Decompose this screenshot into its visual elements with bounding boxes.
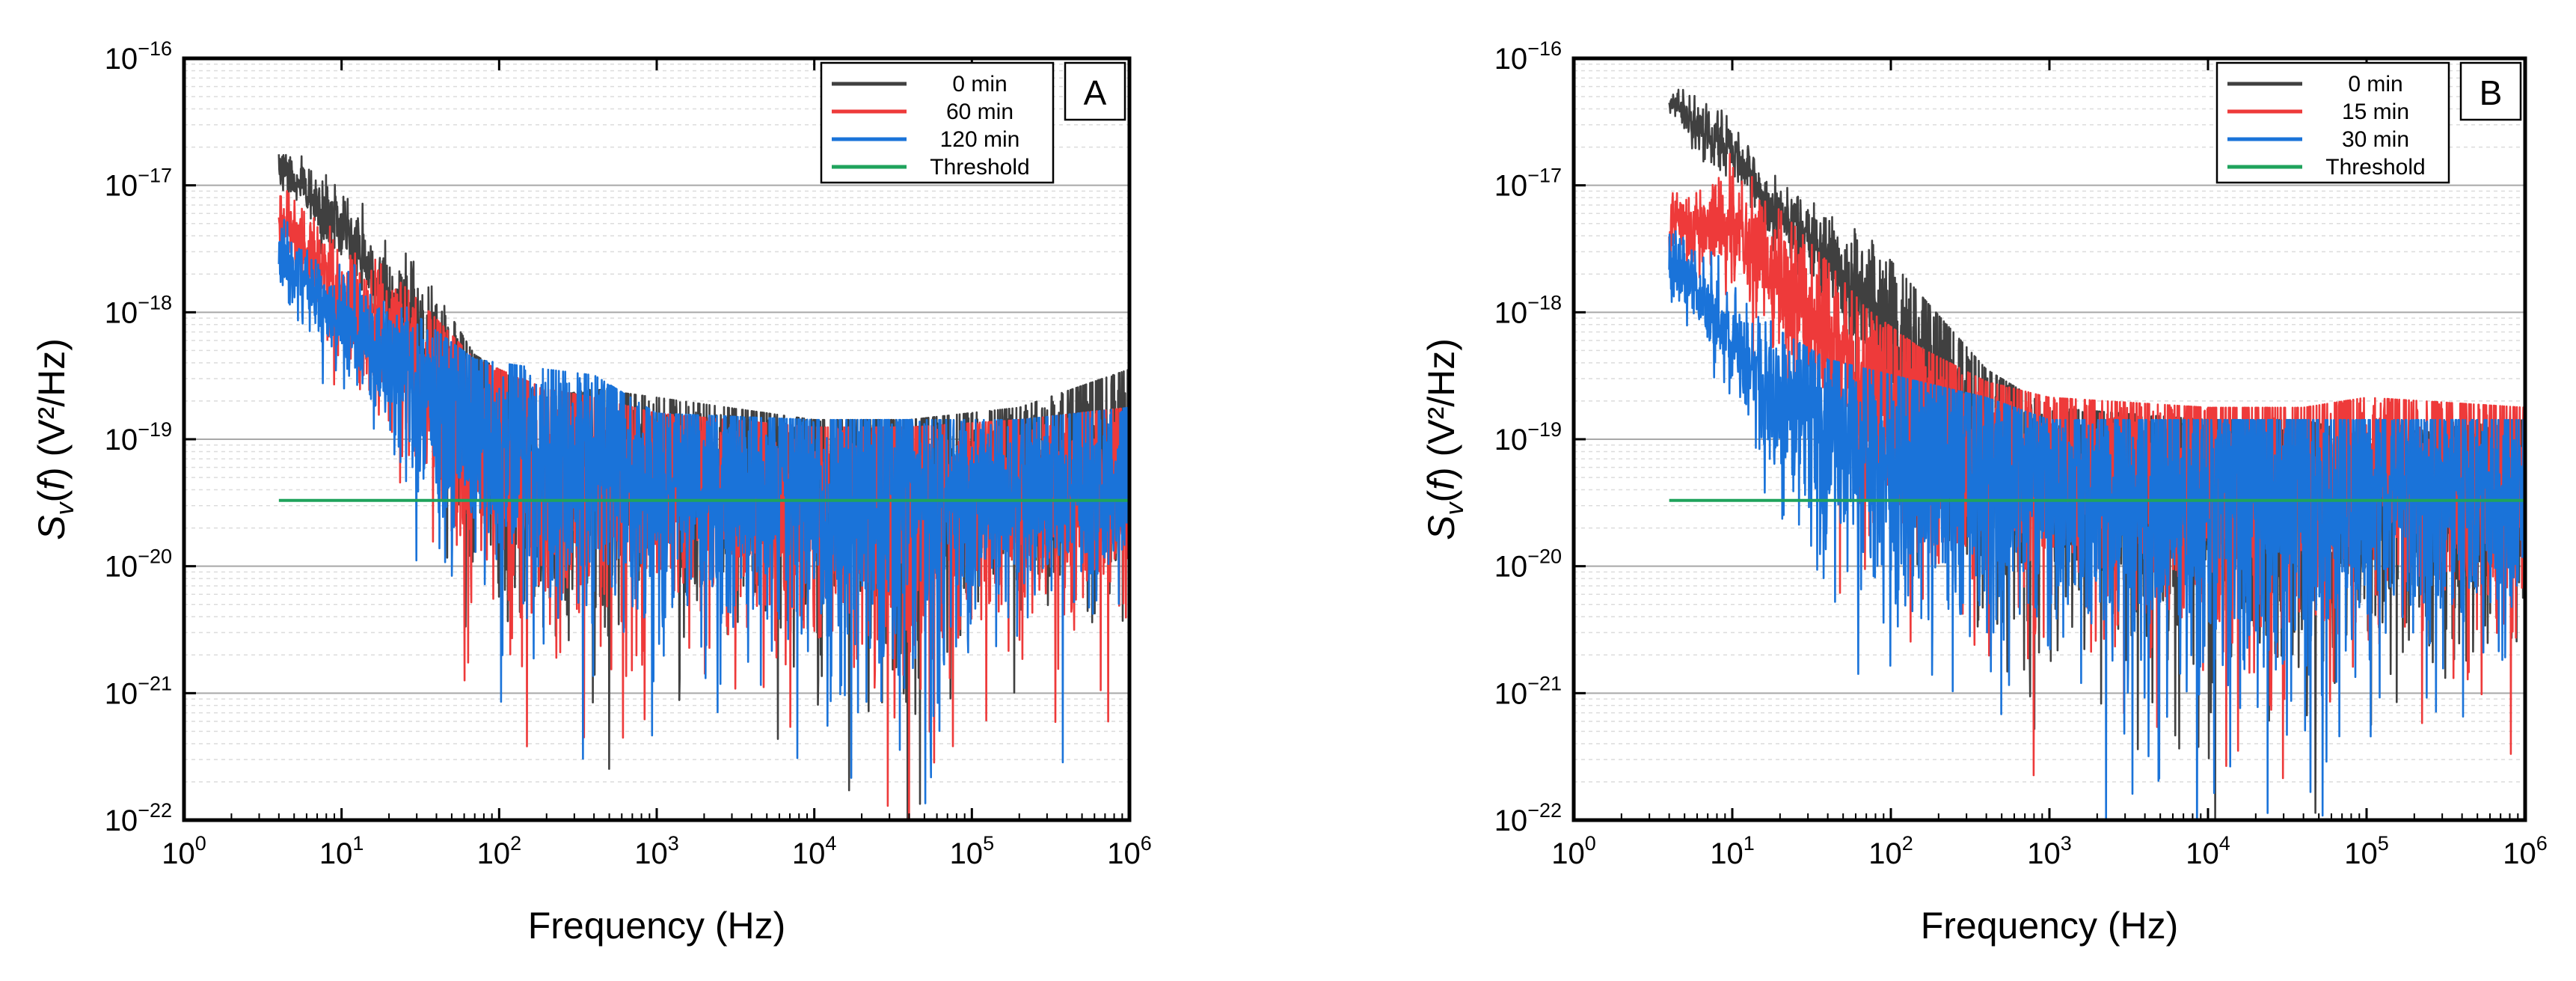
y-axis-label: Sv(f) (V²/Hz) <box>31 338 79 540</box>
y-tick-label: 10−20 <box>1494 545 1562 584</box>
x-tick-label: 104 <box>2186 832 2230 870</box>
legend: 0 min 15 min 30 min Threshold <box>2215 61 2450 184</box>
y-tick-label: 10−21 <box>105 672 172 710</box>
panel-letter: B <box>2480 73 2503 112</box>
y-tick-label: 10−21 <box>1494 672 1562 710</box>
y-tick-label: 10−16 <box>1494 37 1562 76</box>
legend-entry-label: 120 min <box>940 127 1020 152</box>
x-axis-label: Frequency (Hz) <box>1921 905 2179 947</box>
x-tick-label: 105 <box>2344 832 2389 870</box>
series-group <box>1668 88 2525 820</box>
chart-panel-b: 100 101 102 103 104 105 106 10−22 10−21 10−20 10−1… <box>1420 37 2548 947</box>
series-line-30-min <box>1668 230 2525 820</box>
series-line-120-min <box>277 218 1129 804</box>
legend-entry-label: 60 min <box>946 100 1013 124</box>
legend-entry-label: Threshold <box>930 155 1029 180</box>
legend-entry-label: 0 min <box>2348 72 2402 97</box>
legend-entry-label: Threshold <box>2325 155 2425 180</box>
y-tick-label: 10−19 <box>105 418 172 456</box>
panel-letter: A <box>1084 73 1107 112</box>
legend-entry-label: 0 min <box>952 72 1007 97</box>
x-tick-label: 102 <box>1868 832 1913 870</box>
y-tick-label: 10−19 <box>1494 418 1562 456</box>
x-tick-label: 105 <box>950 832 995 870</box>
x-tick-label: 102 <box>477 832 522 870</box>
y-tick-label: 10−20 <box>105 545 172 584</box>
y-tick-label: 10−22 <box>1494 799 1562 837</box>
x-tick-label: 100 <box>162 832 206 870</box>
y-tick-label: 10−17 <box>105 165 172 203</box>
panel-label: A <box>1064 61 1126 121</box>
panel-label: B <box>2459 61 2522 121</box>
x-tick-label: 100 <box>1551 832 1596 870</box>
legend-entry-label: 30 min <box>2342 127 2409 152</box>
y-tick-label: 10−17 <box>1494 165 1562 203</box>
x-tick-label: 101 <box>319 832 364 870</box>
axis-ticks <box>1572 57 2527 822</box>
x-axis-label: Frequency (Hz) <box>528 905 786 947</box>
chart-panel-a: 100 101 102 103 104 105 106 10−22 10−21 10−20 10−1… <box>31 37 1152 947</box>
axis-ticks <box>183 57 1131 822</box>
y-tick-label: 10−22 <box>105 799 172 837</box>
x-tick-label: 103 <box>2027 832 2072 870</box>
x-tick-label: 104 <box>792 832 837 870</box>
y-axis-label: Sv(f) (V²/Hz) <box>1420 338 1469 540</box>
x-tick-label: 103 <box>634 832 679 870</box>
y-tick-label: 10−18 <box>105 291 172 329</box>
x-tick-label: 106 <box>1107 832 1152 870</box>
x-tick-label: 101 <box>1710 832 1755 870</box>
legend: 0 min 60 min 120 min Threshold <box>820 61 1055 184</box>
y-tick-label: 10−18 <box>1494 291 1562 329</box>
y-tick-label: 10−16 <box>105 37 172 76</box>
legend-entry-label: 15 min <box>2342 100 2409 124</box>
x-tick-label: 106 <box>2503 832 2548 870</box>
